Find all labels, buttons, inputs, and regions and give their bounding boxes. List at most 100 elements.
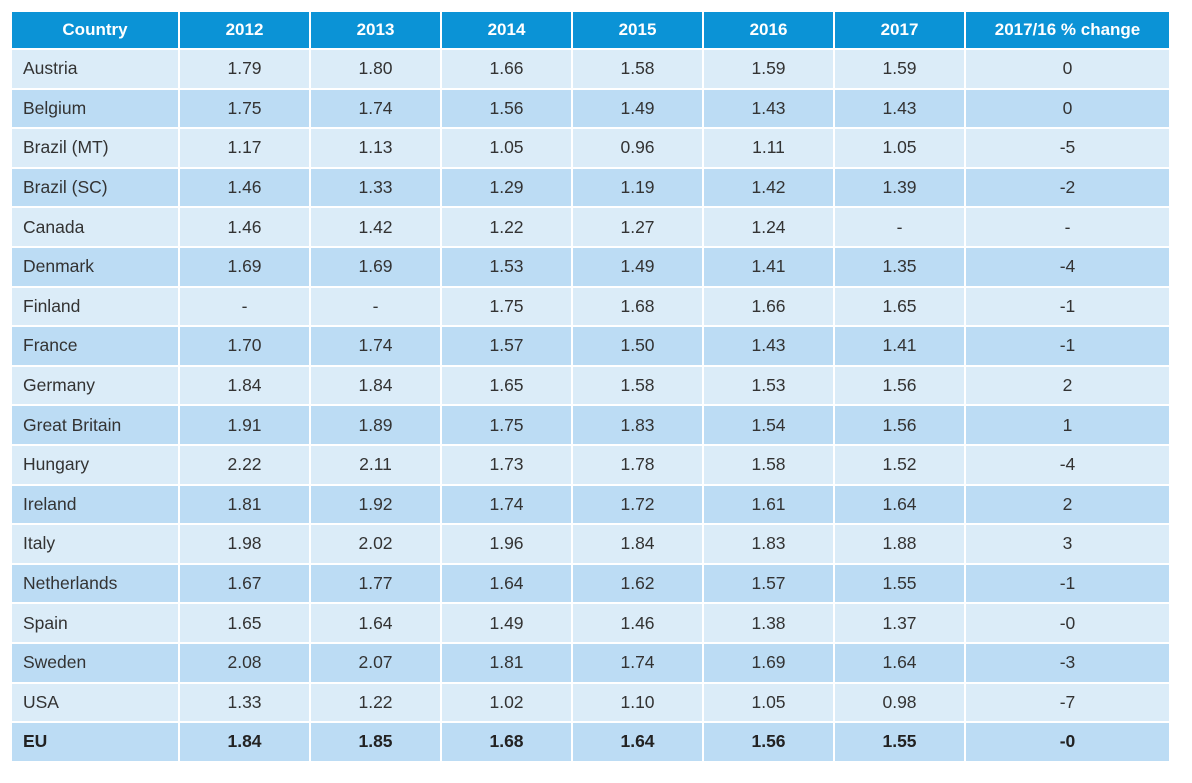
value-cell: 1.84 [573,525,702,563]
change-cell: 2 [966,366,1169,405]
value-cell: 1.49 [442,604,571,642]
value-cell: 1.78 [573,445,702,484]
value-cell: 1.98 [180,525,309,563]
value-cell: 1.33 [180,683,309,722]
value-cell: 1.62 [573,564,702,603]
change-cell: -4 [966,247,1169,286]
table-body: Austria 1.79 1.80 1.66 1.58 1.59 1.59 0 Belgium 1… [12,50,1169,761]
change-cell: -7 [966,683,1169,722]
value-cell: 0.96 [573,129,702,167]
change-cell: -0 [966,723,1169,761]
change-cell: 0 [966,89,1169,128]
country-cell: Canada [12,208,178,246]
column-header-2015: 2015 [573,12,702,48]
value-cell: 1.33 [311,168,440,207]
country-cell: Brazil (MT) [12,129,178,167]
value-cell: 1.81 [442,643,571,682]
value-cell: 1.84 [180,366,309,405]
table-row: Spain 1.65 1.64 1.49 1.46 1.38 1.37 -0 [12,604,1169,642]
country-cell: Ireland [12,485,178,524]
value-cell: 1.05 [442,129,571,167]
value-cell: 1.92 [311,485,440,524]
change-cell: -4 [966,445,1169,484]
change-cell: - [966,208,1169,246]
value-cell: 1.24 [704,208,833,246]
value-cell: 1.17 [180,129,309,167]
value-cell: 1.64 [835,485,964,524]
table-row: Netherlands 1.67 1.77 1.64 1.62 1.57 1.55 -1 [12,564,1169,603]
value-cell: 1.55 [835,564,964,603]
country-cell: Hungary [12,445,178,484]
table-row: Ireland 1.81 1.92 1.74 1.72 1.61 1.64 2 [12,485,1169,524]
value-cell: 1.42 [311,208,440,246]
table-row: Austria 1.79 1.80 1.66 1.58 1.59 1.59 0 [12,50,1169,88]
change-cell: -2 [966,168,1169,207]
table-row: Finland - -1.75 1.68 1.66 1.65 -1 [12,287,1169,326]
data-table: Country 2012 2013 2014 2015 2016 2017 20… [10,10,1171,763]
table-row: Canada 1.46 1.42 1.22 1.27 1.24- - [12,208,1169,246]
value-cell: 1.58 [573,366,702,405]
value-cell: 1.74 [573,643,702,682]
value-cell: 1.02 [442,683,571,722]
value-cell: 1.83 [573,406,702,444]
table-row: Brazil (SC) 1.46 1.33 1.29 1.19 1.42 1.39 -2 [12,168,1169,207]
value-cell: 1.56 [835,406,964,444]
value-cell: 1.46 [180,208,309,246]
change-cell: -1 [966,327,1169,365]
value-cell: 1.64 [573,723,702,761]
value-cell: 1.42 [704,168,833,207]
value-cell: 1.89 [311,406,440,444]
change-cell: -1 [966,564,1169,603]
value-cell: 1.56 [704,723,833,761]
country-cell: Great Britain [12,406,178,444]
value-cell: 1.83 [704,525,833,563]
value-cell: 2.22 [180,445,309,484]
value-cell: 1.67 [180,564,309,603]
value-cell: - [180,287,309,326]
value-cell: 1.85 [311,723,440,761]
value-cell: 1.38 [704,604,833,642]
value-cell: - [311,287,440,326]
value-cell: 1.19 [573,168,702,207]
value-cell: 1.11 [704,129,833,167]
value-cell: 1.75 [442,406,571,444]
value-cell: 1.70 [180,327,309,365]
column-header-2013: 2013 [311,12,440,48]
value-cell: 1.22 [442,208,571,246]
table-row: Brazil (MT) 1.17 1.13 1.05 0.96 1.11 1.05 -5 [12,129,1169,167]
value-cell: 1.64 [835,643,964,682]
value-cell: 1.68 [573,287,702,326]
change-cell: 0 [966,50,1169,88]
value-cell: 2.07 [311,643,440,682]
value-cell: 1.54 [704,406,833,444]
value-cell: 1.69 [180,247,309,286]
value-cell: 1.77 [311,564,440,603]
value-cell: 1.59 [704,50,833,88]
value-cell: 1.46 [573,604,702,642]
value-cell: 1.64 [311,604,440,642]
value-cell: 2.02 [311,525,440,563]
value-cell: 1.35 [835,247,964,286]
value-cell: 1.64 [442,564,571,603]
value-cell: 1.27 [573,208,702,246]
value-cell: 1.41 [835,327,964,365]
value-cell: 1.56 [442,89,571,128]
value-cell: 1.69 [311,247,440,286]
value-cell: 1.75 [180,89,309,128]
table-row: Great Britain 1.91 1.89 1.75 1.83 1.54 1.56 1 [12,406,1169,444]
table-header-row: Country 2012 2013 2014 2015 2016 2017 20… [12,12,1169,48]
value-cell: 1.37 [835,604,964,642]
country-cell: France [12,327,178,365]
value-cell: 1.10 [573,683,702,722]
value-cell: 1.57 [442,327,571,365]
table-row: France 1.70 1.74 1.57 1.50 1.43 1.41 -1 [12,327,1169,365]
value-cell: 1.69 [704,643,833,682]
value-cell: 2.11 [311,445,440,484]
value-cell: 1.55 [835,723,964,761]
value-cell: 1.29 [442,168,571,207]
table-row-total: EU 1.84 1.85 1.68 1.64 1.56 1.55 -0 [12,723,1169,761]
table-row: Sweden 2.08 2.07 1.81 1.74 1.69 1.64 -3 [12,643,1169,682]
country-cell: Italy [12,525,178,563]
value-cell: 1.65 [180,604,309,642]
country-cell: Austria [12,50,178,88]
